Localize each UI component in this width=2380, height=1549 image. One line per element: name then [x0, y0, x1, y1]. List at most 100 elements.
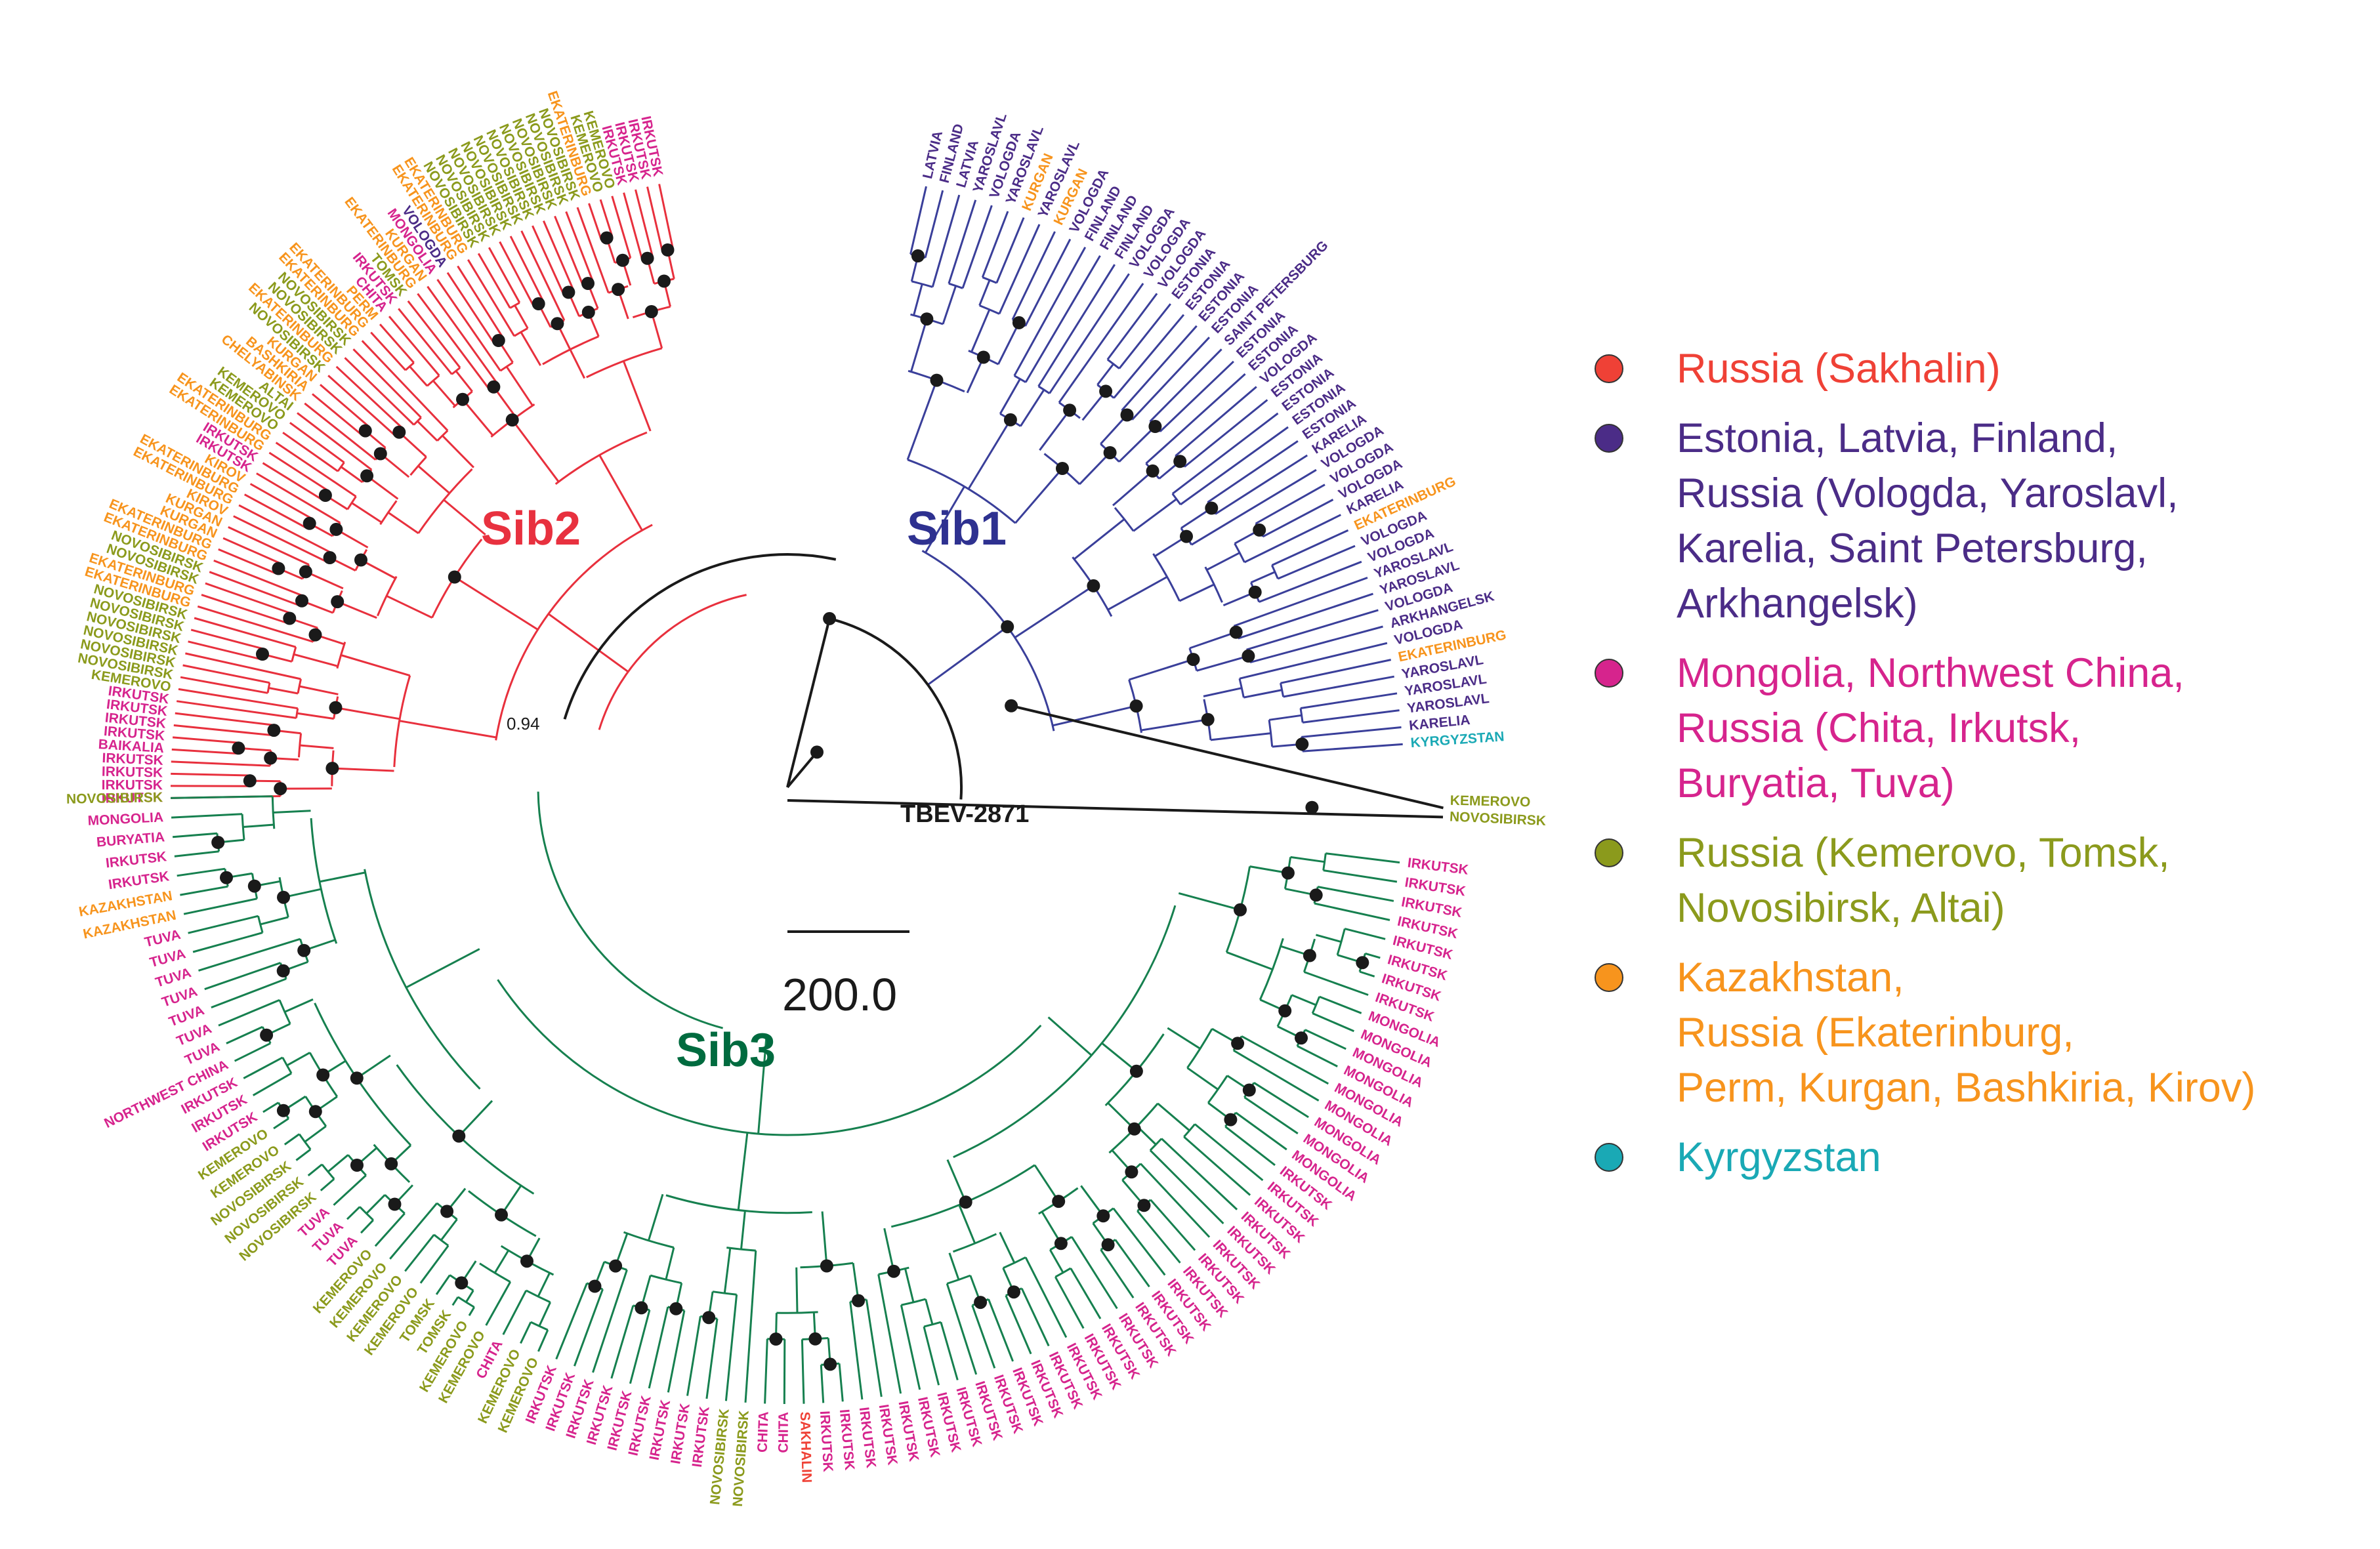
tree-branch [940, 1321, 959, 1380]
legend-item: Estonia, Latvia, Finland, Russia (Vologda… [1575, 411, 2375, 631]
tree-arc [409, 456, 427, 476]
tree-branch [588, 203, 602, 240]
leaf-label: SAINT PETERSBURG [1221, 238, 1331, 349]
outgroup-label-tbev2871: TBEV-2871 [900, 800, 1029, 828]
tree-branch [204, 962, 281, 991]
tree-branch [260, 916, 289, 926]
tree-branch [924, 190, 944, 258]
tree-branch [1101, 1042, 1137, 1072]
tree-branch [398, 308, 453, 375]
outgroup-leaf-label: KEMEROVO [1450, 793, 1531, 810]
leaf-label: NOVOSIBIRSK [730, 1410, 752, 1507]
support-node [1054, 1237, 1068, 1250]
support-node [247, 879, 261, 893]
leaf-label: SAKHALIN [797, 1411, 814, 1483]
tree-branch [446, 272, 495, 344]
tree-branch [365, 1194, 386, 1214]
tree-branch [485, 1281, 512, 1326]
tree-branch [923, 1326, 940, 1386]
tree-branch [1206, 552, 1240, 571]
scale-bar-label: 200.0 [782, 969, 897, 1020]
support-node [1242, 1083, 1256, 1097]
tree-branch [295, 1148, 312, 1161]
tree-branch [1033, 1164, 1060, 1202]
leaf-label: IRKUTSK [837, 1409, 857, 1471]
tree-branch [998, 224, 1041, 315]
leaf-label: IRKUTSK [690, 1405, 713, 1468]
tree-branch [305, 571, 344, 590]
tree-branch [252, 1072, 292, 1096]
tree-branch [1271, 529, 1349, 566]
clade-label-sib2: Sib2 [481, 503, 581, 555]
support-node [329, 522, 343, 536]
tree-arc [417, 468, 473, 534]
tree-branch [1079, 451, 1111, 485]
tree-branch [1277, 545, 1356, 580]
tree-branch [1344, 928, 1386, 940]
legend-swatch-icon [1595, 838, 1623, 867]
support-node [303, 516, 316, 530]
tree-branch [948, 1252, 960, 1280]
tree-branch [1226, 951, 1273, 971]
tree-branch [177, 867, 226, 877]
tree-branch [1250, 571, 1276, 584]
tree-branch [262, 1102, 279, 1113]
support-node [1087, 579, 1100, 592]
support-node [609, 1259, 623, 1273]
tree-branch [1365, 952, 1381, 959]
tree-branch [440, 1218, 458, 1241]
tree-branch [282, 432, 339, 472]
support-node [974, 1296, 988, 1310]
support-node [455, 1276, 469, 1290]
tree-branch [520, 1321, 532, 1344]
tree-branch [573, 1289, 604, 1367]
tree-branch [946, 1159, 967, 1203]
tree-branch [904, 1268, 915, 1303]
outgroup-branch [787, 799, 1444, 819]
tree-branch [1039, 409, 1071, 451]
tree-branch [801, 1339, 805, 1404]
tree-branch [171, 795, 273, 799]
legend-text: Russia (Kemerovo, Tomsk, Novosibirsk, Alt… [1677, 825, 2375, 936]
tree-branch [1319, 995, 1362, 1014]
tree-branch [1235, 1111, 1287, 1151]
tree-branch [417, 293, 491, 391]
tree-branch [942, 285, 957, 325]
tree-branch [457, 265, 504, 339]
tree-branch [387, 511, 419, 535]
tree-branch [514, 304, 529, 329]
support-node [1224, 1113, 1238, 1126]
tree-branch [1297, 1045, 1338, 1067]
tree-branch [218, 548, 277, 575]
tree-branch [646, 186, 663, 252]
tree-branch [1167, 1027, 1201, 1050]
support-node [930, 373, 944, 387]
support-node [520, 1254, 533, 1268]
tree-branch [188, 640, 262, 661]
tree-branch [1178, 892, 1241, 911]
tree-branch [337, 600, 377, 619]
tree-branch [1121, 325, 1198, 411]
support-node [276, 1104, 290, 1117]
tree-branch [622, 360, 652, 432]
legend-line: Kyrgyzstan [1677, 1134, 1881, 1180]
tree-branch [1014, 585, 1095, 639]
tree-branch [409, 365, 428, 387]
tree-branch [509, 236, 545, 302]
tree-arc [346, 495, 357, 510]
tree-branch [293, 653, 339, 667]
support-node [1052, 1195, 1066, 1208]
tree-branch [1184, 399, 1268, 468]
support-node [260, 1028, 274, 1042]
tree-branch [436, 279, 501, 372]
leaf-label: KARELIA [1408, 713, 1471, 733]
support-node [350, 1159, 364, 1172]
leaf-label: IRKUTSK [856, 1406, 879, 1468]
tree-arc [497, 979, 1042, 1136]
tree-branch [1113, 314, 1185, 399]
tree-branch [927, 626, 1009, 686]
support-node [1231, 1037, 1245, 1050]
support-node [267, 724, 281, 737]
tree-branch [451, 1296, 459, 1306]
support-node [1305, 800, 1319, 814]
